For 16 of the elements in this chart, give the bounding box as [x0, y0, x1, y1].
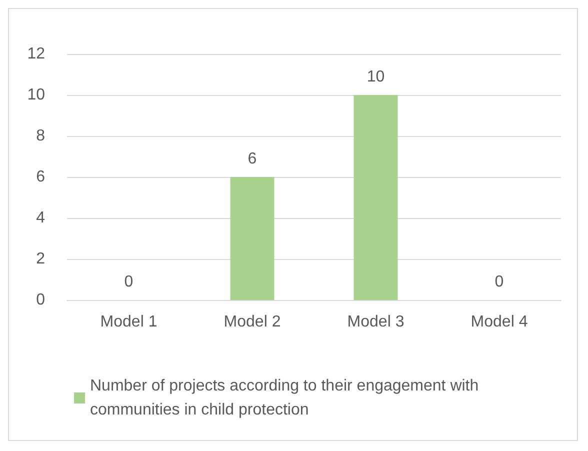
- x-tick-label: Model 3: [347, 314, 404, 330]
- data-label: 0: [494, 274, 504, 290]
- y-tick-label: 10: [27, 86, 46, 104]
- y-tick-label: 8: [36, 128, 46, 144]
- y-tick-label: 2: [36, 250, 46, 268]
- y-tick-label: 0: [36, 292, 46, 308]
- data-label: 10: [366, 68, 385, 86]
- legend-label: Number of projects according to their engagement with communities in child protection: [90, 378, 484, 418]
- data-label: 6: [248, 150, 257, 168]
- y-tick-label: 12: [27, 46, 46, 62]
- x-tick-label: Model 2: [224, 314, 281, 330]
- y-tick-label: 6: [36, 168, 46, 186]
- y-tick-label: 4: [36, 210, 46, 226]
- data-label: 0: [124, 274, 134, 290]
- x-tick-label: Model 1: [100, 314, 158, 330]
- x-tick-label: Model 4: [470, 314, 528, 330]
